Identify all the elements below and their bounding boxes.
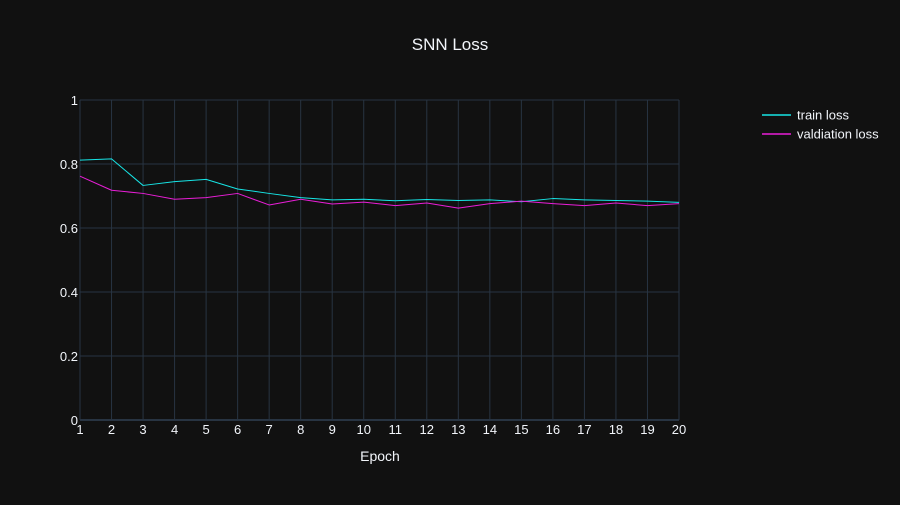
data-point[interactable] (236, 192, 239, 195)
series-line-1[interactable] (79, 175, 680, 209)
y-tick-label: 0.2 (60, 349, 78, 364)
legend-label: valdiation loss (797, 127, 879, 142)
series-line-0[interactable] (79, 158, 680, 203)
data-point[interactable] (551, 202, 554, 205)
data-point[interactable] (331, 203, 334, 206)
x-tick-label: 3 (139, 422, 146, 437)
data-point[interactable] (79, 159, 82, 162)
legend-label: train loss (797, 108, 850, 123)
y-tick-label: 1 (71, 93, 78, 108)
y-tick-label: 0.6 (60, 221, 78, 236)
data-point[interactable] (425, 198, 428, 201)
data-point[interactable] (488, 202, 491, 205)
x-tick-label: 18 (609, 422, 623, 437)
data-point[interactable] (646, 204, 649, 207)
data-point[interactable] (205, 196, 208, 199)
x-tick-label: 20 (672, 422, 686, 437)
x-tick-label: 16 (546, 422, 560, 437)
x-tick-label: 2 (108, 422, 115, 437)
y-tick-label: 0 (71, 413, 78, 428)
x-axis: 1 2 3 4 5 6 7 8 9 10 11 12 13 14 15 16 17 18 19 20 (76, 422, 686, 437)
x-tick-label: 5 (202, 422, 209, 437)
grid (79, 99, 680, 421)
data-point[interactable] (142, 184, 145, 187)
y-tick-label: 0.8 (60, 157, 78, 172)
x-tick-label: 4 (171, 422, 178, 437)
data-point[interactable] (268, 192, 271, 195)
x-axis-title: Epoch (360, 448, 400, 464)
x-tick-label: 12 (420, 422, 434, 437)
x-tick-label: 9 (329, 422, 336, 437)
x-tick-label: 7 (266, 422, 273, 437)
data-point[interactable] (678, 202, 681, 205)
data-point[interactable] (110, 189, 113, 192)
data-point[interactable] (551, 197, 554, 200)
data-point[interactable] (331, 198, 334, 201)
x-tick-label: 10 (357, 422, 371, 437)
data-point[interactable] (394, 204, 397, 207)
data-point[interactable] (614, 199, 617, 202)
x-tick-label: 8 (297, 422, 304, 437)
y-axis: 0 0.2 0.4 0.6 0.8 1 (60, 93, 78, 428)
data-point[interactable] (142, 192, 145, 195)
data-point[interactable] (79, 175, 82, 178)
data-point[interactable] (583, 204, 586, 207)
data-point[interactable] (299, 198, 302, 201)
x-tick-label: 19 (640, 422, 654, 437)
data-point[interactable] (362, 198, 365, 201)
legend-item[interactable]: train loss (762, 108, 850, 123)
legend-item[interactable]: valdiation loss (762, 127, 879, 142)
x-tick-label: 15 (514, 422, 528, 437)
data-point[interactable] (236, 187, 239, 190)
data-point[interactable] (583, 198, 586, 201)
x-tick-label: 14 (483, 422, 497, 437)
y-tick-label: 0.4 (60, 285, 78, 300)
plot-area (79, 157, 681, 210)
data-point[interactable] (425, 202, 428, 205)
data-point[interactable] (110, 157, 113, 160)
x-tick-label: 13 (451, 422, 465, 437)
data-point[interactable] (457, 199, 460, 202)
data-point[interactable] (488, 198, 491, 201)
x-tick-label: 17 (577, 422, 591, 437)
data-point[interactable] (362, 201, 365, 204)
data-point[interactable] (268, 203, 271, 206)
data-point[interactable] (614, 202, 617, 205)
data-point[interactable] (394, 199, 397, 202)
x-tick-label: 11 (389, 422, 403, 437)
data-point[interactable] (646, 200, 649, 203)
x-tick-label: 1 (76, 422, 83, 437)
data-point[interactable] (457, 207, 460, 210)
legend[interactable]: train loss valdiation loss (762, 108, 879, 142)
chart-title: SNN Loss (412, 35, 489, 54)
data-point[interactable] (173, 180, 176, 183)
data-point[interactable] (520, 200, 523, 203)
data-point[interactable] (173, 198, 176, 201)
x-tick-label: 6 (234, 422, 241, 437)
data-point[interactable] (205, 178, 208, 181)
